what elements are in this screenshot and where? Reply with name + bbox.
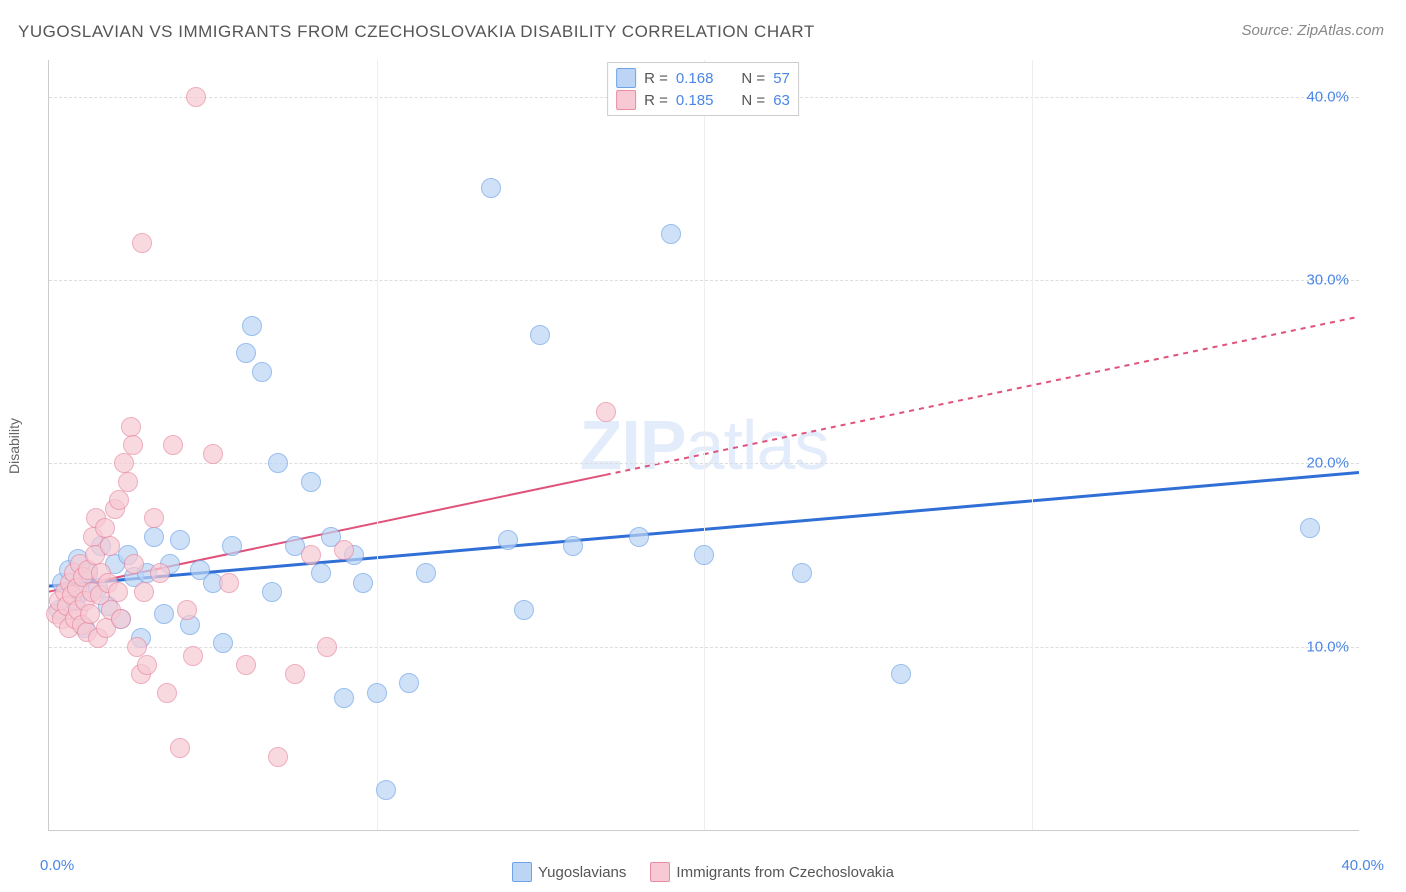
scatter-point [213,633,233,653]
scatter-point [157,683,177,703]
stat-r-value: 0.168 [676,70,714,87]
scatter-point [629,527,649,547]
scatter-point [132,233,152,253]
scatter-point [399,673,419,693]
scatter-point [242,316,262,336]
legend-swatch [616,68,636,88]
scatter-point [177,600,197,620]
scatter-point [376,780,396,800]
y-tick-label: 30.0% [1306,272,1349,289]
scatter-point [514,600,534,620]
scatter-point [334,540,354,560]
scatter-point [124,554,144,574]
scatter-point [203,444,223,464]
scatter-point [114,453,134,473]
legend-swatch [512,862,532,882]
scatter-point [481,178,501,198]
y-axis-label: Disability [6,418,22,474]
scatter-point [285,664,305,684]
stat-n-label: N = [741,92,765,109]
y-tick-label: 10.0% [1306,638,1349,655]
scatter-point [1300,518,1320,538]
watermark-bold: ZIP [580,406,686,484]
trend-line-dashed [606,317,1359,475]
scatter-point [108,582,128,602]
gridline-vertical [1032,60,1033,830]
scatter-point [311,563,331,583]
scatter-point [144,508,164,528]
scatter-point [123,435,143,455]
stat-n-value: 63 [773,92,790,109]
legend-label: Immigrants from Czechoslovakia [676,864,894,881]
legend-item: Immigrants from Czechoslovakia [650,862,894,882]
scatter-point [154,604,174,624]
y-tick-label: 20.0% [1306,455,1349,472]
scatter-point [367,683,387,703]
scatter-point [694,545,714,565]
legend-swatch [616,90,636,110]
scatter-point [80,604,100,624]
scatter-point [219,573,239,593]
scatter-point [118,472,138,492]
series-legend: Yugoslavians Immigrants from Czechoslovak… [512,862,894,882]
stat-r-label: R = [644,70,668,87]
legend-item: Yugoslavians [512,862,626,882]
watermark-rest: atlas [686,406,829,484]
scatter-point [353,573,373,593]
scatter-point [150,563,170,583]
scatter-point [596,402,616,422]
scatter-point [163,435,183,455]
scatter-point [109,490,129,510]
y-tick-label: 40.0% [1306,88,1349,105]
scatter-point [563,536,583,556]
scatter-point [111,609,131,629]
stats-legend-row: R = 0.185 N = 63 [616,89,790,111]
scatter-point [183,646,203,666]
legend-label: Yugoslavians [538,864,626,881]
scatter-point [222,536,242,556]
scatter-point [137,655,157,675]
source-attribution: Source: ZipAtlas.com [1241,22,1384,39]
scatter-point [236,655,256,675]
scatter-point [268,453,288,473]
stat-r-label: R = [644,92,668,109]
scatter-point [498,530,518,550]
gridline-vertical [377,60,378,830]
scatter-point [891,664,911,684]
scatter-point [252,362,272,382]
scatter-point [268,747,288,767]
correlation-stats-legend: R = 0.168 N = 57 R = 0.185 N = 63 [607,62,799,116]
legend-swatch [650,862,670,882]
stat-n-label: N = [741,70,765,87]
scatter-point [792,563,812,583]
scatter-point [170,530,190,550]
scatter-point [121,417,141,437]
chart-title: YUGOSLAVIAN VS IMMIGRANTS FROM CZECHOSLO… [18,22,815,42]
scatter-point [144,527,164,547]
scatter-plot-area: ZIPatlas 10.0% 20.0% 30.0% 40.0% [48,60,1359,831]
scatter-point [134,582,154,602]
stats-legend-row: R = 0.168 N = 57 [616,67,790,89]
scatter-point [416,563,436,583]
scatter-point [301,545,321,565]
scatter-point [236,343,256,363]
x-tick-max: 40.0% [1341,857,1384,874]
scatter-point [127,637,147,657]
gridline-vertical [704,60,705,830]
scatter-point [95,518,115,538]
stat-n-value: 57 [773,70,790,87]
scatter-point [530,325,550,345]
scatter-point [100,536,120,556]
scatter-point [301,472,321,492]
scatter-point [186,87,206,107]
scatter-point [661,224,681,244]
x-tick-min: 0.0% [40,857,74,874]
scatter-point [334,688,354,708]
scatter-point [317,637,337,657]
scatter-point [170,738,190,758]
scatter-point [262,582,282,602]
stat-r-value: 0.185 [676,92,714,109]
